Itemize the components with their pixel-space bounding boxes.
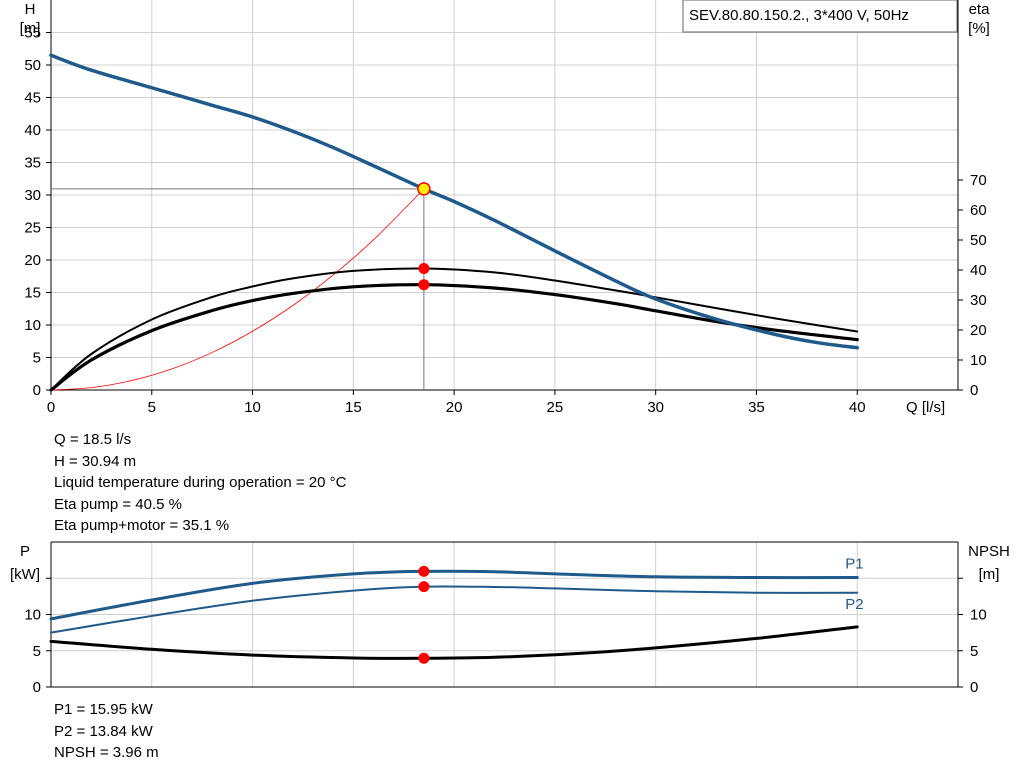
y-tick-label: 30 [24, 187, 41, 204]
operating-point-marker [418, 581, 430, 593]
x-tick-label: 40 [849, 399, 866, 416]
info-eta-pump: Eta pump = 40.5 % [54, 495, 182, 513]
y-tick-label: 0 [33, 679, 41, 696]
y-axis-unit: [kW] [10, 566, 40, 583]
operating-point-marker [418, 652, 430, 664]
y-tick-label: 45 [24, 90, 41, 107]
y2-tick-label: 50 [970, 232, 987, 249]
y-tick-label: 50 [24, 57, 41, 74]
operating-point-marker [418, 263, 430, 274]
x-axis-label: Q [l/s] [906, 399, 945, 416]
info-h: H = 30.94 m [54, 452, 137, 470]
y-tick-label: 40 [24, 122, 41, 139]
p1-label: P1 [845, 556, 863, 573]
x-tick-label: 10 [244, 399, 261, 416]
y-axis-label: P [20, 543, 30, 560]
x-tick-label: 35 [748, 399, 765, 416]
info-q: Q = 18.5 l/s [54, 431, 132, 448]
x-tick-label: 20 [446, 399, 463, 416]
legend-box [682, 0, 958, 33]
y-tick-label: 10 [24, 317, 41, 334]
y2-axis-label: NPSH [968, 543, 1010, 560]
x-tick-label: 30 [647, 399, 664, 416]
y2-tick-label: 20 [970, 322, 987, 339]
operating-point-marker [418, 565, 430, 577]
info-eta-total: Eta pump+motor = 35.1 % [54, 517, 230, 534]
power-npsh-chart: 0 5 10 0 5 10 P [kW] NPSH [m] P1 P2 [10, 541, 1010, 696]
head-curve [49, 53, 859, 350]
y2-tick-label: 0 [970, 679, 978, 696]
y2-axis-label: eta [969, 1, 991, 18]
y-tick-label: 10 [24, 607, 41, 624]
y-tick-label: 25 [24, 220, 41, 237]
p1-curve [49, 569, 859, 621]
y-tick-label: 5 [33, 643, 41, 660]
y2-tick-label: 10 [970, 607, 987, 624]
y2-tick-label: 0 [970, 382, 978, 399]
y-axis-unit: [m] [20, 20, 41, 37]
y2-tick-label: 10 [970, 352, 987, 369]
y-axis-label: H [25, 1, 36, 18]
x-tick-label: 25 [547, 399, 564, 416]
power-info: P1 = 15.95 kW P2 = 13.84 kW NPSH = 3.96 … [54, 699, 159, 764]
y2-axis-unit: [%] [968, 20, 990, 37]
y2-tick-label: 5 [970, 643, 978, 660]
system-curve [50, 188, 425, 391]
npsh-curve [49, 625, 859, 660]
y-tick-label: 55 [24, 25, 41, 42]
info-temperature: Liquid temperature during operation = 20… [54, 474, 347, 491]
x-tick-label: 0 [47, 399, 55, 416]
y2-tick-label: 70 [970, 172, 987, 189]
y-tick-label: 20 [24, 252, 41, 269]
power-grid [51, 542, 958, 687]
operating-point-marker [418, 279, 430, 291]
y2-tick-label: 30 [970, 292, 987, 309]
y2-tick-label: 60 [970, 202, 987, 219]
info-npsh: NPSH = 3.96 m [54, 744, 159, 761]
main-grid [51, 0, 958, 390]
y-tick-label: 35 [24, 155, 41, 172]
y-tick-label: 5 [33, 350, 41, 367]
x-tick-label: 5 [148, 399, 156, 416]
p2-label: P2 [845, 596, 863, 613]
p2-curve [50, 585, 859, 634]
info-p1: P1 = 15.95 kW [54, 701, 153, 718]
duty-point-marker [417, 182, 431, 196]
main-chart: 0 5 10 15 20 25 30 35 40 45 50 55 0 10 20 30 40 50 60 70 0 5 1… [20, 0, 991, 416]
y-tick-label: 15 [24, 285, 41, 302]
legend-box-title: SEV.80.80.150.2., 3*400 V, 50Hz [689, 7, 909, 24]
info-p2: P2 = 13.84 kW [54, 722, 153, 740]
x-tick-label: 15 [345, 399, 362, 416]
y2-axis-unit: [m] [979, 566, 1000, 583]
y2-tick-label: 40 [970, 262, 987, 279]
y-tick-label: 0 [33, 382, 41, 399]
duty-point-info: Q = 18.5 l/s H = 30.94 m Liquid temperat… [54, 429, 346, 537]
